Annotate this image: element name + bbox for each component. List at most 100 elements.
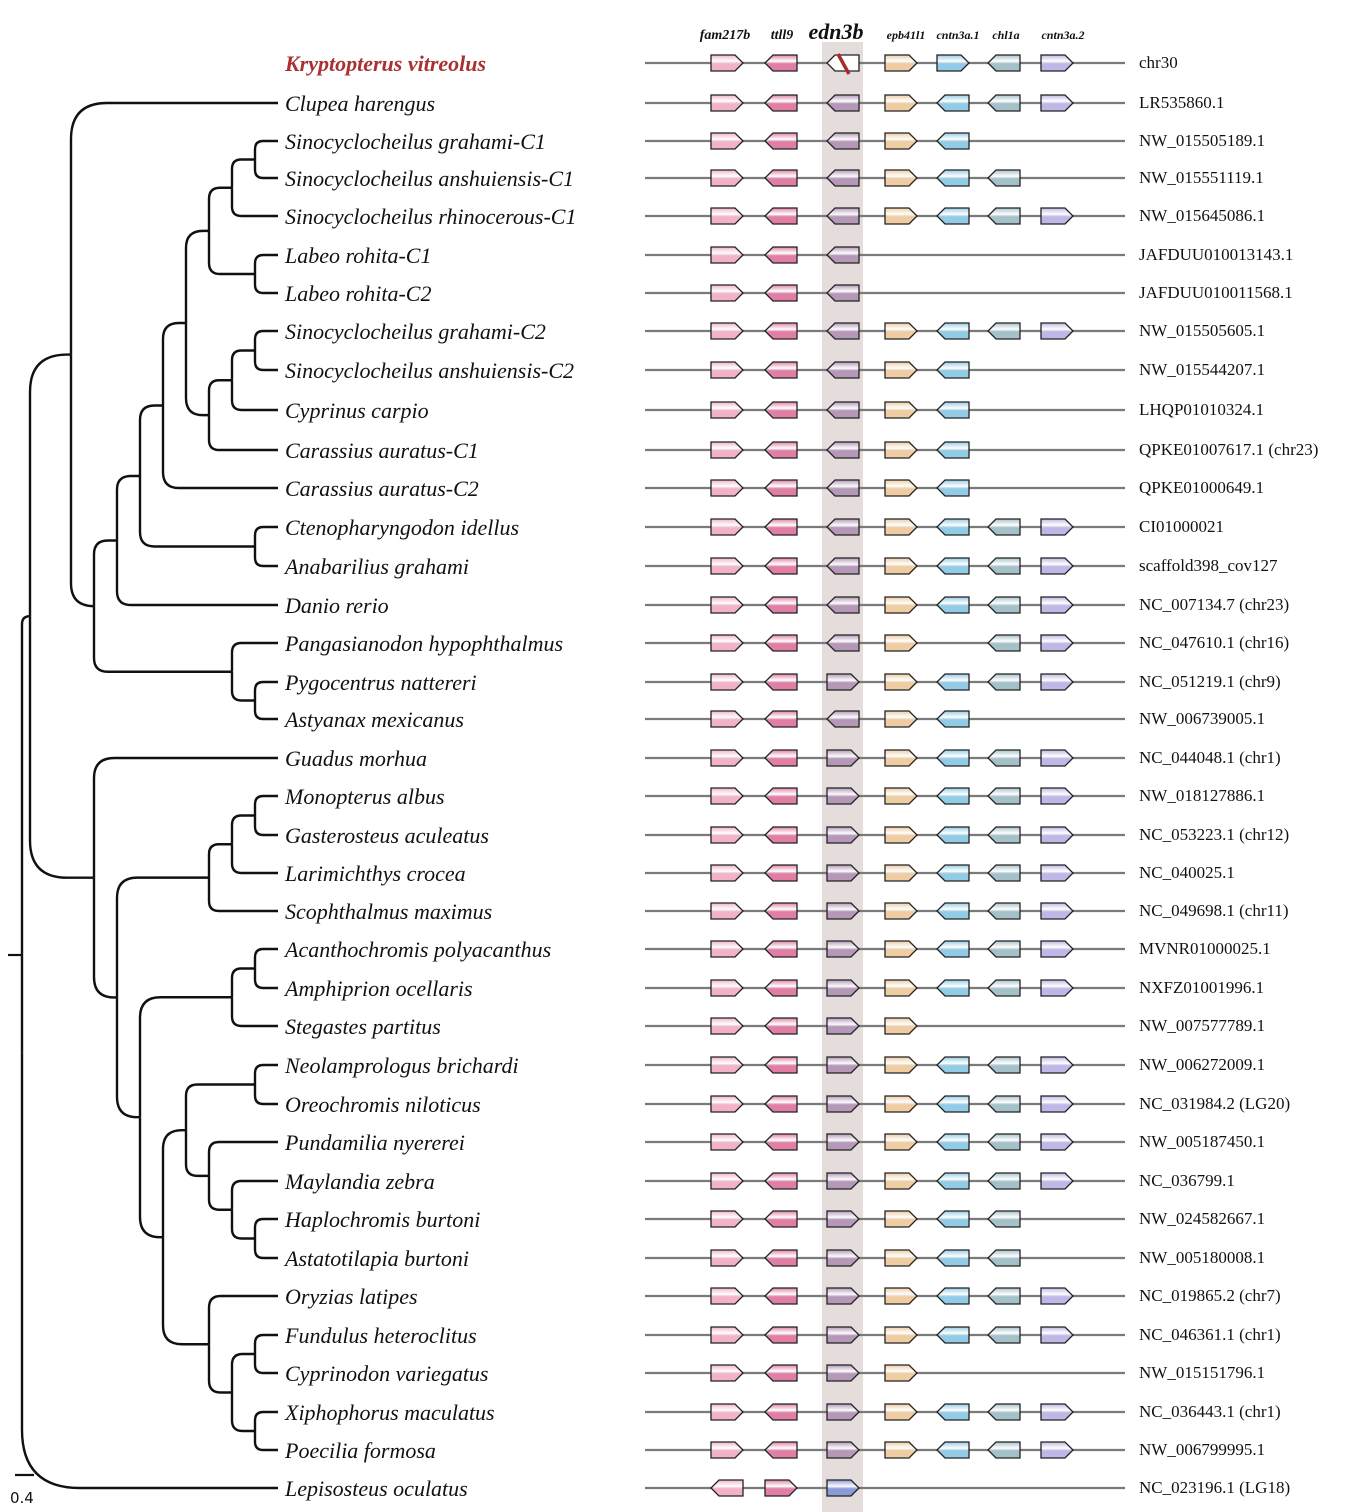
gene-arrow-fam217b	[710, 1017, 744, 1035]
synteny-row: Acanthochromis polyacanthus MVNR01000025.…	[283, 937, 1271, 962]
species-label: Fundulus heteroclitus	[284, 1323, 477, 1348]
synteny-row: Clupea harengus LR535860.1	[285, 91, 1224, 116]
accession-label: NC_044048.1 (chr1)	[1139, 748, 1281, 767]
phylogenetic-tree	[20, 101, 278, 1490]
gene-arrow-epb41l1	[884, 557, 918, 575]
gene-arrow-fam217b	[710, 634, 744, 652]
species-label: Scophthalmus maximus	[285, 899, 492, 924]
gene-arrow-edn3b	[826, 169, 860, 187]
gene-arrow-cntn3a-2	[1040, 864, 1074, 882]
gene-arrow-cntn3a-1	[936, 169, 970, 187]
synteny-row: Larimichthys crocea NC_040025.1	[284, 861, 1235, 886]
synteny-row: Xiphophorus maculatus NC_036443.1 (chr1)	[284, 1400, 1281, 1425]
synteny-row: Sinocyclocheilus grahami-C1 NW_015505189.…	[285, 129, 1265, 154]
tree-branch	[115, 474, 140, 541]
gene-label-cntn3a-2: cntn3a.2	[1041, 28, 1084, 42]
tree-branch	[253, 525, 278, 547]
accession-label: NC_046361.1 (chr1)	[1139, 1325, 1281, 1344]
gene-arrow-epb41l1	[884, 207, 918, 225]
gene-arrow-edn3b	[826, 246, 860, 264]
synteny-row: Sinocyclocheilus grahami-C2 NW_015505605.…	[285, 319, 1265, 344]
synteny-row: Gasterosteus aculeatus NC_053223.1 (chr12…	[285, 823, 1289, 848]
gene-arrow-epb41l1	[884, 596, 918, 614]
tree-branch	[115, 540, 278, 607]
synteny-row: Stegastes partitus NW_007577789.1	[285, 1014, 1265, 1039]
gene-arrow-chl1a	[987, 902, 1021, 920]
species-label: Sinocyclocheilus rhinocerous-C1	[285, 204, 576, 229]
gene-arrow-edn3b	[826, 596, 860, 614]
gene-arrow-chl1a	[987, 864, 1021, 882]
gene-arrow-cntn3a-2	[1040, 1133, 1074, 1151]
gene-arrow-cntn3a-1	[936, 710, 970, 728]
synteny-row: Carassius auratus-C1 QPKE01007617.1 (chr2…	[285, 438, 1318, 463]
synteny-row: Maylandia zebra NC_036799.1	[284, 1169, 1235, 1194]
gene-arrow-cntn3a-2	[1040, 673, 1074, 691]
tree-branch	[253, 947, 278, 969]
species-label: Pangasianodon hypophthalmus	[284, 631, 563, 656]
scale-bar-label: 0.4	[10, 1489, 34, 1507]
tree-branch	[92, 606, 232, 673]
gene-arrow-fam217b	[710, 94, 744, 112]
gene-arrow-cntn3a-1	[936, 54, 970, 72]
gene-arrow-edn3b	[826, 940, 860, 958]
synteny-row: Poecilia formosa NW_006799995.1	[284, 1438, 1265, 1463]
tree-branch	[230, 187, 278, 218]
tree-branch	[253, 1217, 278, 1239]
accession-label: NC_036799.1	[1139, 1171, 1235, 1190]
tree-branch	[253, 700, 278, 721]
gene-arrow-ttll9	[764, 596, 798, 614]
gene-arrow-epb41l1	[884, 634, 918, 652]
accession-label: NC_051219.1 (chr9)	[1139, 672, 1281, 691]
gene-arrow-fam217b	[710, 673, 744, 691]
gene-arrow-chl1a	[987, 826, 1021, 844]
gene-arrow-epb41l1	[884, 1287, 918, 1305]
tree-branch	[253, 1431, 278, 1452]
species-label: Monopterus albus	[284, 784, 445, 809]
gene-arrow-epb41l1	[884, 54, 918, 72]
tree-branch	[253, 968, 278, 990]
species-label: Lepisosteus oculatus	[284, 1476, 468, 1501]
gene-arrow-epb41l1	[884, 1210, 918, 1228]
gene-arrow-edn3b	[826, 902, 860, 920]
species-label: Labeo rohita-C1	[284, 243, 431, 268]
tree-branch	[207, 1175, 232, 1211]
gene-arrow-fam217b	[710, 1479, 744, 1497]
accession-label: NW_005187450.1	[1139, 1132, 1265, 1151]
tree-branch	[253, 1063, 278, 1085]
tree-branch	[69, 101, 278, 355]
species-label: Haplochromis burtoni	[284, 1207, 480, 1232]
gene-arrow-fam217b	[710, 1095, 744, 1113]
gene-label-chl1a: chl1a	[992, 28, 1019, 42]
gene-arrow-chl1a	[987, 169, 1021, 187]
gene-arrow-ttll9	[764, 1403, 798, 1421]
gene-arrow-edn3b	[826, 132, 860, 150]
synteny-row: Sinocyclocheilus anshuiensis-C2 NW_015544…	[285, 358, 1265, 383]
tree-branch	[230, 158, 255, 188]
gene-arrow-fam217b	[710, 132, 744, 150]
species-label: Cyprinus carpio	[285, 398, 429, 423]
tree-branch	[230, 671, 255, 702]
synteny-row: Astatotilapia burtoni NW_005180008.1	[283, 1246, 1265, 1271]
gene-arrow-ttll9	[764, 749, 798, 767]
gene-arrow-ttll9	[764, 1441, 798, 1459]
gene-arrow-edn3b	[826, 94, 860, 112]
tree-branch	[92, 877, 117, 999]
tree-branch	[230, 967, 255, 998]
synteny-row: Cyprinus carpio LHQP01010324.1	[285, 398, 1264, 423]
gene-arrow-cntn3a-2	[1040, 1441, 1074, 1459]
tree-branch	[207, 1294, 278, 1345]
gene-arrow-edn3b	[826, 1287, 860, 1305]
tree-branch	[207, 379, 232, 416]
gene-arrow-ttll9	[764, 673, 798, 691]
gene-arrow-ttll9	[764, 361, 798, 379]
gene-arrow-cntn3a-1	[936, 1133, 970, 1151]
gene-arrow-epb41l1	[884, 401, 918, 419]
accession-label: NW_015645086.1	[1139, 206, 1265, 225]
gene-arrow-epb41l1	[884, 979, 918, 997]
gene-arrow-chl1a	[987, 1403, 1021, 1421]
tree-branch	[207, 1344, 232, 1394]
gene-arrow-fam217b	[710, 169, 744, 187]
accession-label: NW_024582667.1	[1139, 1209, 1265, 1228]
gene-arrow-ttll9	[764, 479, 798, 497]
tree-branch	[184, 1130, 209, 1178]
